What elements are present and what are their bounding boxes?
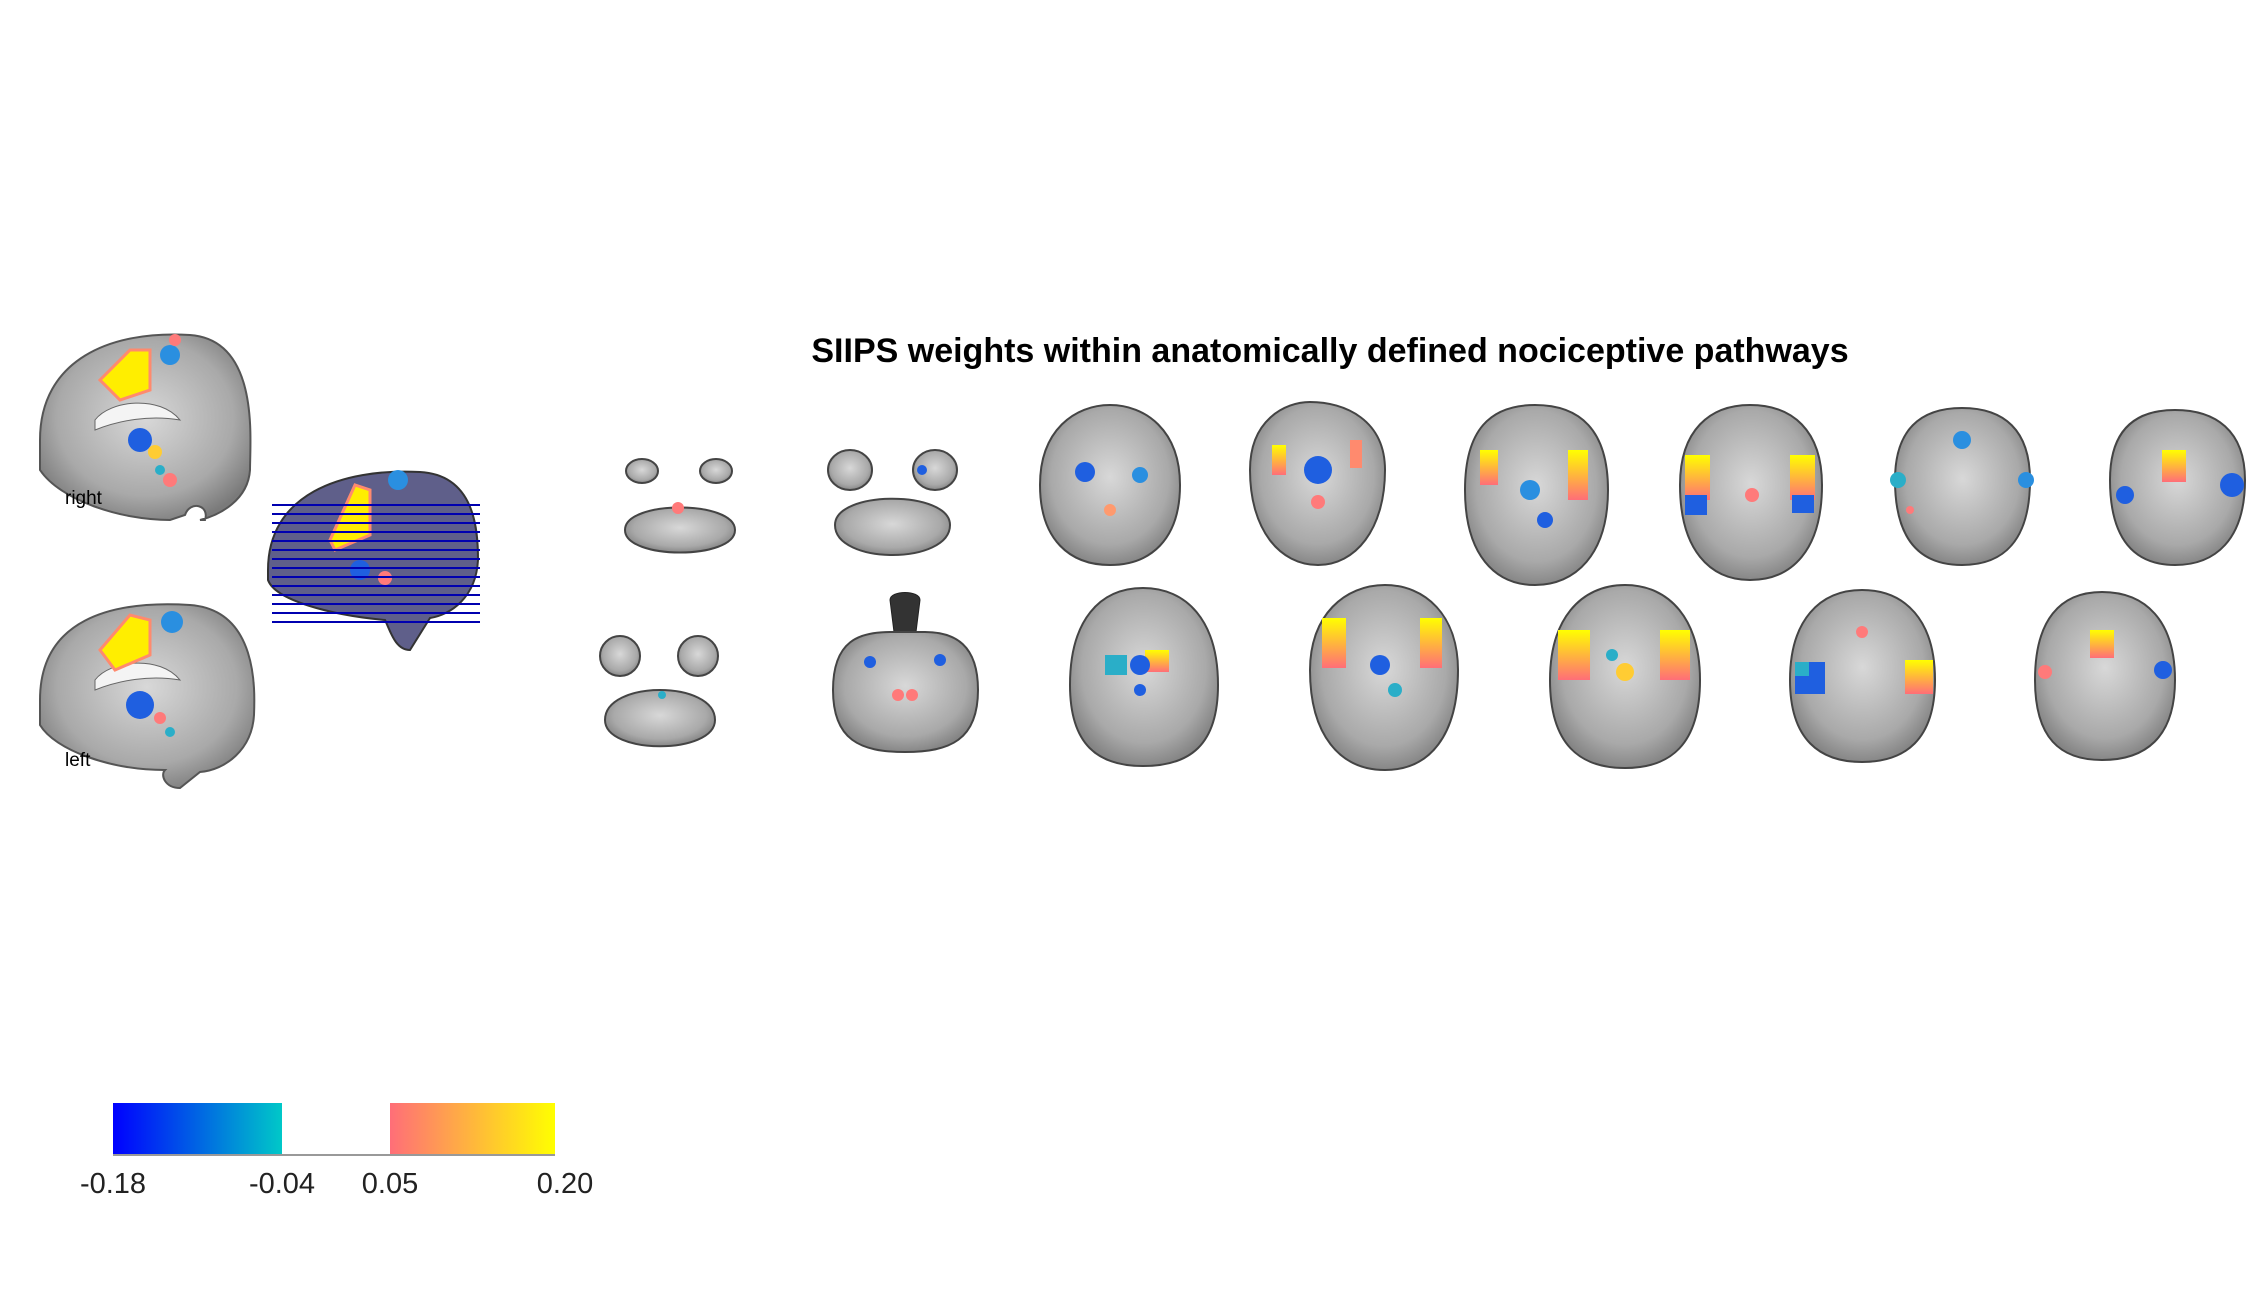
colorbar-tick-neg-max: -0.04 — [248, 1168, 316, 1200]
colorbar-tick-pos-min: 0.05 — [361, 1168, 419, 1200]
colorbar-tick-min: -0.18 — [79, 1168, 147, 1200]
axial-slice-8 — [2108, 408, 2247, 567]
axial-slice-1 — [623, 458, 737, 554]
axial-slice-4 — [1248, 400, 1387, 567]
colorbar-tick-max: 0.20 — [536, 1168, 594, 1200]
axial-slice-2 — [827, 449, 958, 556]
axial-slice-6 — [1678, 403, 1824, 582]
left-view-label: left — [65, 750, 91, 771]
right-view-label: right — [65, 488, 102, 509]
axial-slice-10 — [831, 592, 980, 754]
axial-bottom-row — [599, 583, 2177, 772]
colorbar-negative — [113, 1103, 282, 1155]
axial-slice-5 — [1463, 403, 1610, 587]
colorbar — [113, 1103, 555, 1156]
slice-lines — [272, 504, 480, 623]
axial-slice-14 — [1788, 588, 1937, 764]
axial-slice-13 — [1548, 583, 1702, 770]
axial-slice-12 — [1308, 583, 1460, 772]
axial-slice-7 — [1890, 406, 2034, 567]
slice-location-view — [267, 470, 480, 652]
figure-title: SIIPS weights within anatomically define… — [811, 332, 1849, 370]
axial-slice-3 — [1038, 403, 1182, 567]
axial-slice-9 — [599, 635, 719, 748]
axial-top-row — [623, 400, 2247, 587]
axial-slice-11 — [1068, 586, 1220, 768]
sagittal-left-view — [39, 603, 256, 790]
axial-slice-15 — [2033, 590, 2177, 762]
sagittal-right-view — [39, 333, 252, 522]
colorbar-positive — [390, 1103, 555, 1155]
